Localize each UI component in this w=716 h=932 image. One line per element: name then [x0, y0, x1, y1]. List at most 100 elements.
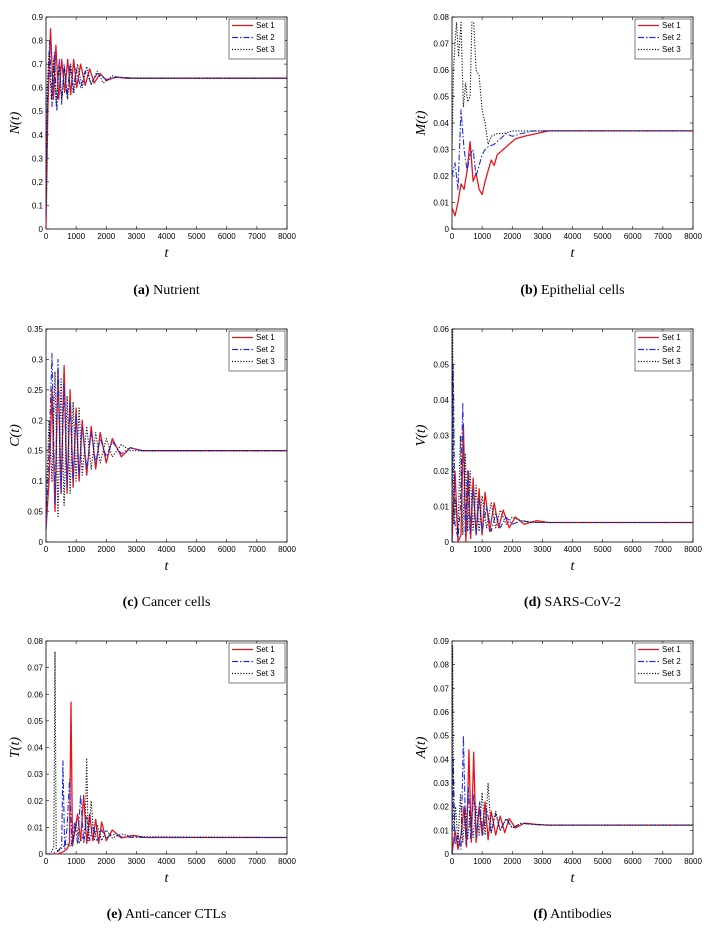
- legend: Set 1 Set 2 Set 3: [634, 330, 692, 372]
- series-line-set-2: [46, 352, 287, 530]
- y-tick-label: 0.1: [32, 477, 44, 486]
- x-tick-label: 4000: [564, 232, 582, 241]
- x-tick-label: 2000: [503, 545, 521, 554]
- y-tick-label: 0.4: [32, 131, 44, 140]
- x-tick-label: 0: [450, 545, 455, 554]
- x-tick-label: 1000: [67, 857, 85, 866]
- y-tick-label: 0.01: [433, 503, 449, 512]
- y-tick-label: 0.04: [27, 744, 43, 753]
- chart-panel-1: 0 1000 2000 3000 4000 5000 6000 7000 8000 0 0.1 0.2…: [8, 13, 296, 298]
- legend-label: Set 1: [256, 645, 275, 654]
- series-line-set-2: [46, 40, 287, 218]
- series-line-set-2: [46, 760, 287, 854]
- y-tick-label: 0.15: [27, 447, 43, 456]
- x-tick-label: 2000: [97, 232, 115, 241]
- x-axis-label: t: [165, 871, 170, 886]
- y-tick-label: 0.05: [433, 93, 449, 102]
- x-tick-label: 6000: [624, 857, 642, 866]
- panel-caption: (d) SARS-CoV-2: [524, 595, 621, 610]
- chart-panel-2: 0 1000 2000 3000 4000 5000 6000 7000 8000 0 0.01 0.…: [414, 13, 702, 298]
- y-tick-label: 0.2: [32, 178, 44, 187]
- y-tick-label: 0: [445, 225, 450, 234]
- y-tick-label: 0.01: [433, 199, 449, 208]
- legend-label: Set 3: [662, 45, 681, 54]
- y-tick-label: 0: [39, 538, 44, 547]
- y-axis-label: A(t): [414, 736, 429, 759]
- x-tick-label: 1000: [473, 545, 491, 554]
- y-tick-label: 0.08: [27, 637, 43, 646]
- legend-label: Set 1: [662, 333, 681, 342]
- y-tick-label: 0.04: [433, 755, 449, 764]
- series-line-set-3: [46, 371, 287, 519]
- x-tick-label: 2000: [97, 545, 115, 554]
- caption-letter: (a): [133, 283, 150, 298]
- y-axis-label: N(t): [8, 111, 23, 135]
- y-tick-label: 0.08: [433, 661, 449, 670]
- x-tick-label: 7000: [654, 232, 672, 241]
- x-tick-label: 8000: [684, 857, 702, 866]
- x-tick-label: 3000: [533, 857, 551, 866]
- series-line-set-2: [452, 363, 693, 542]
- legend-label: Set 2: [256, 345, 275, 354]
- y-tick-label: 0.04: [433, 396, 449, 405]
- y-tick-label: 0.2: [32, 416, 44, 425]
- x-tick-label: 5000: [188, 545, 206, 554]
- y-tick-label: 0.9: [32, 13, 44, 22]
- y-tick-label: 0.25: [27, 386, 43, 395]
- legend: Set 1 Set 2 Set 3: [634, 642, 692, 684]
- x-tick-label: 6000: [218, 545, 236, 554]
- y-tick-label: 0.06: [433, 708, 449, 717]
- x-tick-label: 7000: [248, 232, 266, 241]
- y-tick-label: 0.3: [32, 154, 44, 163]
- caption-text: Anti-cancer CTLs: [122, 907, 226, 922]
- y-tick-label: 0.05: [27, 717, 43, 726]
- y-tick-label: 0.7: [32, 60, 44, 69]
- x-tick-label: 7000: [248, 545, 266, 554]
- y-axis-label: C(t): [8, 424, 23, 447]
- y-tick-label: 0.02: [433, 803, 449, 812]
- x-tick-label: 4000: [158, 545, 176, 554]
- y-tick-label: 0.01: [27, 823, 43, 832]
- y-tick-label: 0.02: [433, 172, 449, 181]
- x-tick-label: 5000: [594, 545, 612, 554]
- y-tick-label: 0.05: [27, 508, 43, 517]
- y-tick-label: 0.06: [433, 325, 449, 334]
- y-tick-label: 0.08: [433, 13, 449, 22]
- legend: Set 1 Set 2 Set 3: [228, 18, 286, 60]
- x-tick-label: 4000: [158, 232, 176, 241]
- y-tick-label: 0.03: [433, 779, 449, 788]
- x-tick-label: 6000: [218, 232, 236, 241]
- y-tick-label: 0: [39, 850, 44, 859]
- x-tick-label: 0: [44, 232, 49, 241]
- series-line-set-1: [452, 130, 693, 217]
- y-tick-label: 0.1: [32, 201, 44, 210]
- series-line-set-3: [46, 651, 287, 854]
- legend: Set 1 Set 2 Set 3: [228, 330, 286, 372]
- x-tick-label: 5000: [188, 232, 206, 241]
- legend-label: Set 3: [662, 357, 681, 366]
- y-tick-label: 0: [39, 225, 44, 234]
- legend-label: Set 2: [256, 657, 275, 666]
- x-tick-label: 2000: [503, 857, 521, 866]
- y-axis-label: T(t): [8, 737, 23, 758]
- chart-panel-5: 0 1000 2000 3000 4000 5000 6000 7000 8000 0 0.01 0.…: [8, 637, 296, 922]
- y-tick-label: 0: [445, 850, 450, 859]
- legend-label: Set 2: [662, 33, 681, 42]
- series-line-set-1: [452, 749, 693, 854]
- legend-label: Set 2: [256, 33, 275, 42]
- x-tick-label: 3000: [533, 232, 551, 241]
- x-axis-label: t: [571, 871, 576, 886]
- legend-label: Set 1: [662, 645, 681, 654]
- y-tick-label: 0.03: [433, 432, 449, 441]
- x-tick-label: 1000: [67, 545, 85, 554]
- caption-text: Nutrient: [150, 283, 200, 298]
- caption-letter: (f): [533, 907, 547, 922]
- y-tick-label: 0.35: [27, 325, 43, 334]
- series-line-set-3: [452, 645, 693, 854]
- y-tick-label: 0.05: [433, 361, 449, 370]
- series-line-set-3: [452, 329, 693, 542]
- legend-label: Set 1: [256, 21, 275, 30]
- panel-caption: (a) Nutrient: [133, 283, 200, 298]
- x-axis-label: t: [571, 559, 576, 574]
